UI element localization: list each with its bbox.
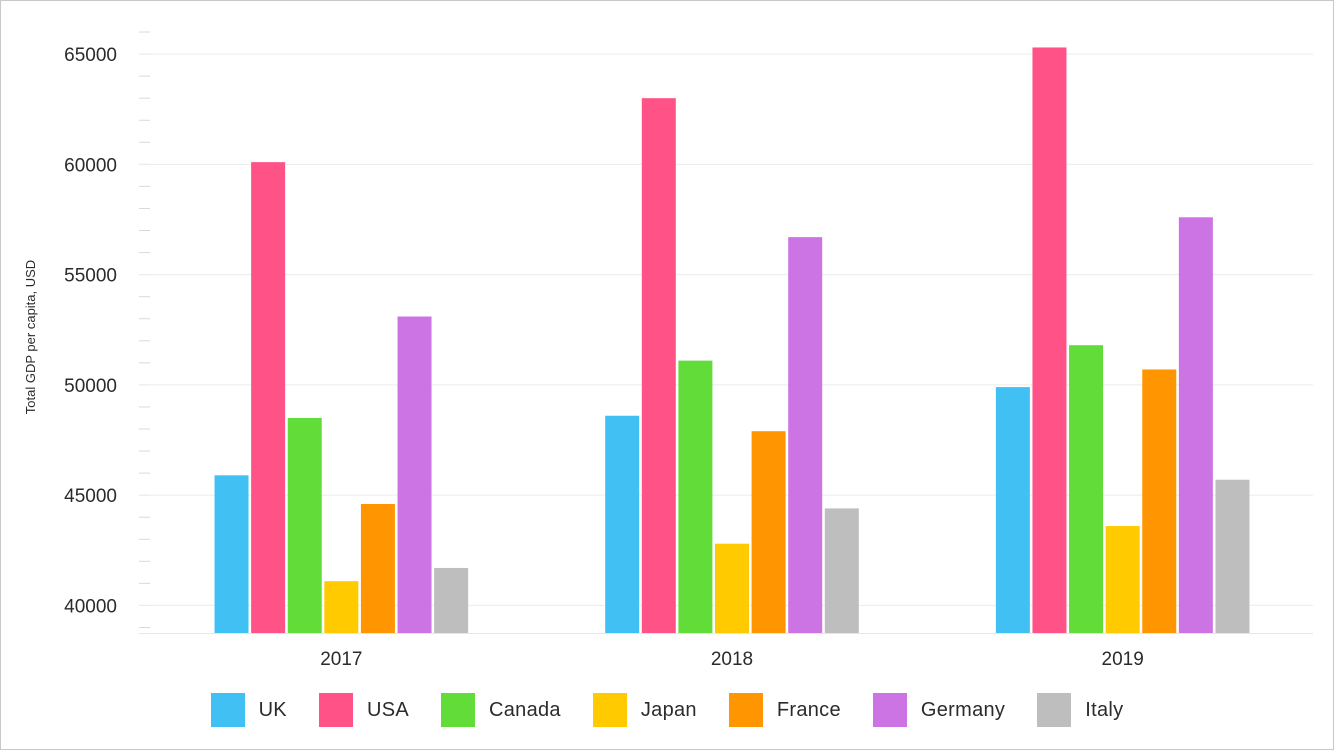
y-tick-label: 60000 xyxy=(64,155,117,176)
bar-france-2019 xyxy=(1142,369,1177,633)
bar-italy-2018 xyxy=(824,508,859,633)
legend-item-france[interactable]: France xyxy=(728,693,841,727)
legend-swatch xyxy=(210,693,245,727)
bar-canada-2017 xyxy=(287,417,322,633)
y-tick-label: 55000 xyxy=(64,266,117,287)
y-tick-label: 65000 xyxy=(64,45,117,66)
bar-usa-2019 xyxy=(1032,47,1067,634)
legend-swatch xyxy=(872,693,907,727)
legend-item-japan[interactable]: Japan xyxy=(592,693,697,727)
x-tick-label: 2018 xyxy=(711,649,753,670)
bar-italy-2017 xyxy=(434,567,469,633)
bar-usa-2018 xyxy=(641,98,676,633)
legend-item-uk[interactable]: UK xyxy=(210,693,287,727)
legend-swatch xyxy=(728,693,763,727)
bar-japan-2018 xyxy=(715,543,749,633)
legend-swatch xyxy=(592,693,627,727)
y-axis-label: Total GDP per capita, USD xyxy=(23,260,38,414)
bar-france-2017 xyxy=(360,503,395,633)
bar-chart: 40000 45000 50000 55000 60000 65000 Total GDP … xyxy=(23,31,1313,670)
bar-japan-2019 xyxy=(1105,526,1140,633)
legend-label: UK xyxy=(258,698,287,721)
bar-france-2018 xyxy=(751,431,786,633)
legend-swatch xyxy=(318,693,353,727)
legend-item-germany[interactable]: Germany xyxy=(872,693,1006,727)
bar-germany-2018 xyxy=(788,237,823,633)
legend-label: USA xyxy=(366,698,409,721)
bar-uk-2018 xyxy=(605,415,640,633)
bar-canada-2019 xyxy=(1069,345,1104,633)
legend-item-canada[interactable]: Canada xyxy=(440,693,561,727)
bar-germany-2019 xyxy=(1178,217,1213,634)
bar-italy-2019 xyxy=(1215,479,1250,633)
legend-label: Germany xyxy=(920,698,1006,721)
bar-usa-2017 xyxy=(251,162,286,634)
legend-label: Italy xyxy=(1085,698,1124,721)
legend-label: Canada xyxy=(488,698,561,721)
x-tick-label: 2017 xyxy=(320,649,362,670)
legend-item-italy[interactable]: Italy xyxy=(1037,693,1123,727)
bar-uk-2017 xyxy=(214,475,249,633)
x-tick-label: 2019 xyxy=(1102,649,1144,670)
bar-uk-2019 xyxy=(995,387,1030,633)
legend-item-usa[interactable]: USA xyxy=(318,693,409,727)
legend-label: France xyxy=(776,698,841,721)
y-tick-label: 50000 xyxy=(64,376,117,397)
bar-germany-2017 xyxy=(397,316,432,633)
legend: UK USA Canada Japan France Germany Italy xyxy=(1,691,1333,729)
y-tick-label: 45000 xyxy=(64,486,117,507)
legend-swatch xyxy=(440,693,475,727)
bar-canada-2018 xyxy=(678,360,713,633)
legend-label: Japan xyxy=(640,698,697,721)
bar-japan-2017 xyxy=(324,581,359,633)
legend-swatch xyxy=(1037,693,1072,727)
y-tick-label: 40000 xyxy=(64,596,117,617)
